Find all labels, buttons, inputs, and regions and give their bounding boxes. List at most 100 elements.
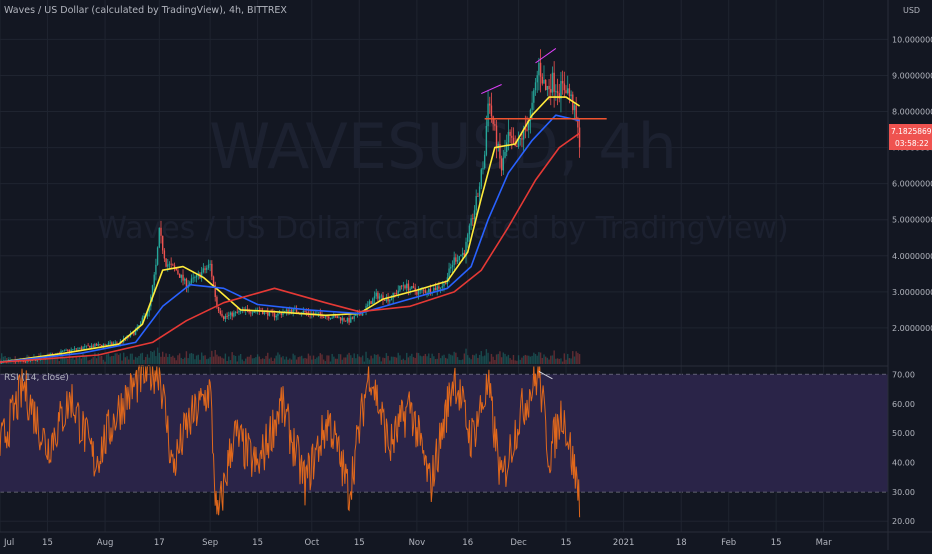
volume-bar [272,360,274,364]
candle-body [304,311,306,313]
candle-body [419,289,421,291]
volume-bar [483,355,486,364]
candle-body [170,263,172,265]
candle-body [483,154,486,169]
candle-body [568,88,571,97]
trend-line[interactable] [481,84,502,94]
volume-bar [145,357,147,364]
volume-bar [433,356,435,364]
candle-body [319,312,321,315]
drawing-layer[interactable] [481,48,607,120]
volume-bar [539,352,542,364]
volume-bar [139,353,142,364]
time-tick-label: Sep [202,538,218,548]
candle-body [70,349,72,352]
candle-body [502,157,505,171]
volume-bar [467,355,469,364]
candle-body [351,317,354,319]
volume-bar [306,358,308,364]
candle-body [528,120,530,131]
candle-body [475,196,477,211]
candle-body [195,274,198,278]
candle-body [85,345,88,347]
candle-body [558,93,560,99]
volume-bar [287,359,289,364]
volume-bar [268,358,271,364]
candle-body [167,264,169,267]
volume-bar [55,356,57,364]
rsi-layer [0,365,581,518]
volume-bar [84,355,86,364]
candle-body [390,298,393,301]
candle-body [221,313,223,317]
volume-bar [470,359,472,364]
volume-bar [200,352,203,364]
candle-body [428,288,430,293]
volume-bar [251,358,254,364]
time-tick-label: Oct [304,538,319,548]
volume-bar [246,356,249,364]
volume-bar [368,359,371,364]
volume-bar [329,361,332,364]
volume-bar [334,358,337,364]
volume-bar [270,357,272,364]
candle-body [395,293,398,294]
candle-body [550,89,552,93]
volume-bar [253,358,255,364]
volume-bar [217,356,220,364]
volume-bar [178,353,181,364]
time-axis[interactable]: Jul 15 Aug 17 Sep 15 Oct 15 Nov 16 Dec 15 2021 18 Feb 1… [3,538,832,548]
candle-body [317,312,320,314]
time-tick-label: 15 [561,538,572,548]
volume-bar [339,354,342,364]
price-axis[interactable]: 10.000000009.000000008.000000007.0000000… [892,35,932,333]
candle-body [107,343,110,345]
candle-body [499,144,501,159]
candle-body [89,345,91,348]
candle-body [461,252,464,255]
candle-body [278,313,281,314]
volume-bar [560,358,562,364]
volume-bar [519,359,521,364]
candle-body [411,286,413,289]
price-tick-label: 6.00000000 [892,180,932,189]
volume-bar [292,353,294,364]
volume-bar [2,356,5,364]
volume-bar [485,349,488,364]
candle-body [102,344,105,346]
candle-body [185,278,188,288]
volume-bar [411,353,413,364]
volume-bar [126,356,128,364]
volume-bar [289,358,291,364]
rsi-trend-line[interactable] [538,371,553,380]
volume-bar [53,356,55,364]
candle-body [397,290,399,294]
candle-body [573,105,576,111]
time-tick-label: Dec [510,538,527,548]
time-tick-label: 17 [154,538,165,548]
ma-layer [0,96,581,363]
volume-bar [206,359,208,364]
rsi-axis[interactable]: 70.00 60.00 50.00 40.00 30.00 20.00 [892,370,915,526]
trend-line[interactable] [535,48,557,64]
candle-body [439,287,442,289]
candle-body [561,81,564,84]
candle-body [412,286,415,288]
volume-bar [446,358,449,364]
candle-body [516,146,518,147]
time-tick-label: 15 [354,538,365,548]
volume-bar [290,359,293,364]
volume-bar [397,352,399,364]
volume-bar [487,352,489,364]
volume-bar [507,354,510,364]
candle-body [239,310,242,312]
candle-body [295,308,298,313]
ma-slow-line [0,132,581,363]
price-tick-label: 10.00000000 [892,35,932,44]
volume-bar [372,358,374,364]
candle-body [321,314,323,318]
volume-bar [304,358,306,364]
volume-bar [189,353,191,364]
candle-body [204,268,206,270]
